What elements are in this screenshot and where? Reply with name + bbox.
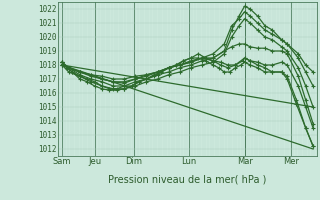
X-axis label: Pression niveau de la mer( hPa ): Pression niveau de la mer( hPa ) xyxy=(108,174,266,184)
